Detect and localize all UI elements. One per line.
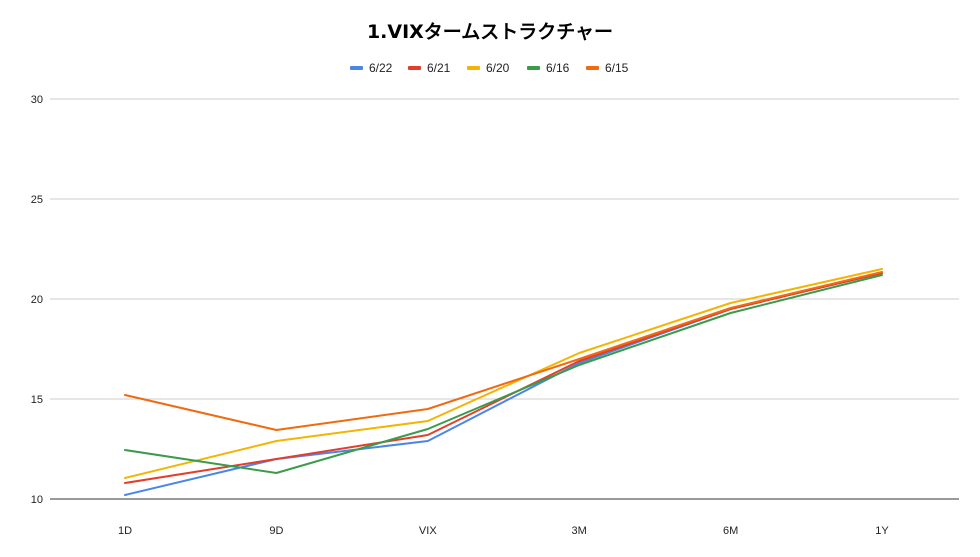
legend-label: 6/15 <box>605 61 629 75</box>
legend-item: 6/20 <box>467 61 510 75</box>
series-line <box>124 268 883 479</box>
series-line <box>124 274 883 474</box>
y-axis-ticks: 10 15 20 25 30 <box>31 94 43 506</box>
legend-swatch <box>527 66 540 70</box>
legend-swatch <box>586 66 599 70</box>
legend-swatch <box>350 66 363 70</box>
y-tick-label: 10 <box>31 494 43 506</box>
x-tick-label: 9D <box>269 525 283 537</box>
legend-item: 6/21 <box>408 61 451 75</box>
y-tick-label: 15 <box>31 394 43 406</box>
x-axis-ticks: 1D 9D VIX 3M 6M 1Y <box>118 525 889 537</box>
legend-label: 6/21 <box>427 61 451 75</box>
x-tick-label: 3M <box>572 525 587 537</box>
series-lines <box>124 268 883 496</box>
x-tick-label: VIX <box>419 525 437 537</box>
y-tick-label: 25 <box>31 194 43 206</box>
legend-label: 6/16 <box>546 61 570 75</box>
y-tick-label: 30 <box>31 94 43 106</box>
chart-title: 1.VIXタームストラクチャー <box>367 21 613 43</box>
legend-label: 6/20 <box>486 61 510 75</box>
legend-item: 6/15 <box>586 61 629 75</box>
x-tick-label: 1D <box>118 525 132 537</box>
gridlines <box>50 98 959 500</box>
legend-swatch <box>408 66 421 70</box>
legend: 6/22 6/21 6/20 6/16 6/15 <box>350 61 629 75</box>
legend-label: 6/22 <box>369 61 393 75</box>
legend-item: 6/22 <box>350 61 393 75</box>
x-tick-label: 1Y <box>875 525 889 537</box>
legend-swatch <box>467 66 480 70</box>
x-tick-label: 6M <box>723 525 738 537</box>
legend-item: 6/16 <box>527 61 570 75</box>
series-line <box>124 271 883 431</box>
y-tick-label: 20 <box>31 294 43 306</box>
